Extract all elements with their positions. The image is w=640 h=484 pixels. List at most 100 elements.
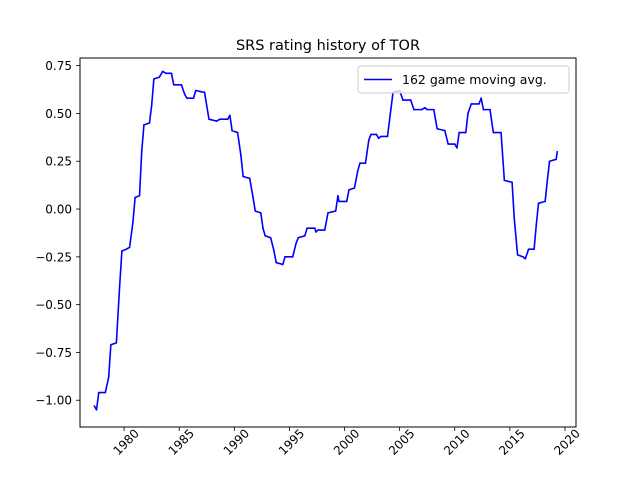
data-point (231, 129, 233, 132)
data-point (444, 129, 446, 132)
data-point (337, 194, 339, 197)
data-point (478, 103, 480, 105)
series-layer (93, 70, 559, 411)
data-point (375, 133, 378, 136)
data-point (524, 257, 527, 260)
data-point (226, 118, 229, 120)
y-tick-label: −1.00 (35, 394, 72, 408)
plot-frame (79, 57, 577, 428)
data-point (556, 150, 559, 153)
data-point (327, 212, 329, 214)
data-point (97, 391, 100, 394)
data-point (170, 72, 173, 75)
data-point (254, 210, 257, 212)
data-point (215, 120, 218, 122)
data-point (356, 170, 359, 172)
data-point (436, 127, 438, 130)
data-point (248, 177, 251, 180)
legend-label: 162 game moving avg. (402, 72, 547, 87)
y-tick-label: 0.25 (45, 155, 72, 169)
data-point (480, 97, 483, 99)
data-point (304, 235, 306, 237)
data-point (482, 108, 485, 111)
data-point (148, 122, 151, 124)
data-point (338, 200, 340, 203)
data-point (334, 210, 337, 212)
data-point (93, 405, 96, 407)
data-point (158, 76, 161, 78)
data-point (359, 162, 361, 164)
data-point (467, 112, 469, 115)
data-point (489, 108, 491, 111)
data-point (317, 229, 319, 231)
data-point (426, 108, 429, 111)
data-point (409, 99, 412, 101)
data-point (470, 103, 473, 105)
data-point (458, 131, 460, 134)
legend-box (357, 65, 570, 94)
data-point (533, 248, 535, 250)
data-point (555, 158, 557, 161)
data-point (118, 284, 121, 287)
legend: 162 game moving avg. (357, 65, 570, 94)
data-point (390, 108, 392, 111)
data-point (110, 343, 112, 346)
y-tick-label: −0.25 (35, 250, 72, 264)
y-tick-label: 0.50 (45, 107, 72, 121)
data-point (386, 135, 389, 138)
data-point (180, 83, 183, 86)
data-point (138, 194, 141, 197)
data-point (269, 236, 272, 239)
data-point (503, 179, 506, 182)
y-tick-label: 0.75 (45, 59, 72, 73)
data-point (420, 108, 423, 111)
data-point (297, 236, 300, 239)
y-tick-label: −0.75 (35, 346, 72, 360)
data-point (367, 139, 370, 142)
data-point (522, 256, 524, 258)
data-point (345, 200, 348, 203)
data-point (544, 200, 546, 203)
data-point (240, 154, 242, 157)
data-point (291, 256, 294, 258)
data-point (161, 70, 164, 73)
data-point (140, 150, 143, 153)
data-point (194, 89, 197, 92)
data-point (511, 181, 513, 184)
data-point (203, 91, 206, 94)
y-axis: −1.00 −0.75 −0.50 −0.25 0.00 0.25 0.50 0.75 (35, 59, 80, 408)
data-point (377, 137, 380, 140)
data-point (172, 83, 175, 86)
data-point (153, 78, 155, 80)
data-point (165, 72, 167, 75)
data-point (284, 256, 286, 258)
data-point (273, 250, 275, 252)
data-point (95, 408, 98, 411)
data-point (424, 106, 426, 109)
data-point (433, 108, 435, 111)
data-point (183, 93, 186, 96)
data-point (513, 217, 516, 220)
data-point (456, 147, 458, 149)
data-point (259, 212, 262, 214)
chart-title: SRS rating history of TOR (236, 38, 420, 54)
data-point (537, 202, 540, 205)
data-point (402, 99, 404, 101)
data-point (447, 143, 449, 145)
data-point (192, 97, 195, 99)
data-point (236, 131, 239, 134)
data-point (348, 189, 350, 191)
data-point (453, 143, 456, 145)
data-point (275, 261, 278, 264)
data-point (315, 231, 317, 233)
data-point (264, 235, 266, 237)
data-point (313, 227, 316, 229)
data-point (548, 160, 551, 163)
data-point (282, 263, 284, 266)
data-point (115, 342, 118, 344)
data-point (104, 391, 107, 394)
data-point (295, 242, 297, 245)
data-point (229, 114, 231, 117)
data-point (125, 248, 128, 250)
